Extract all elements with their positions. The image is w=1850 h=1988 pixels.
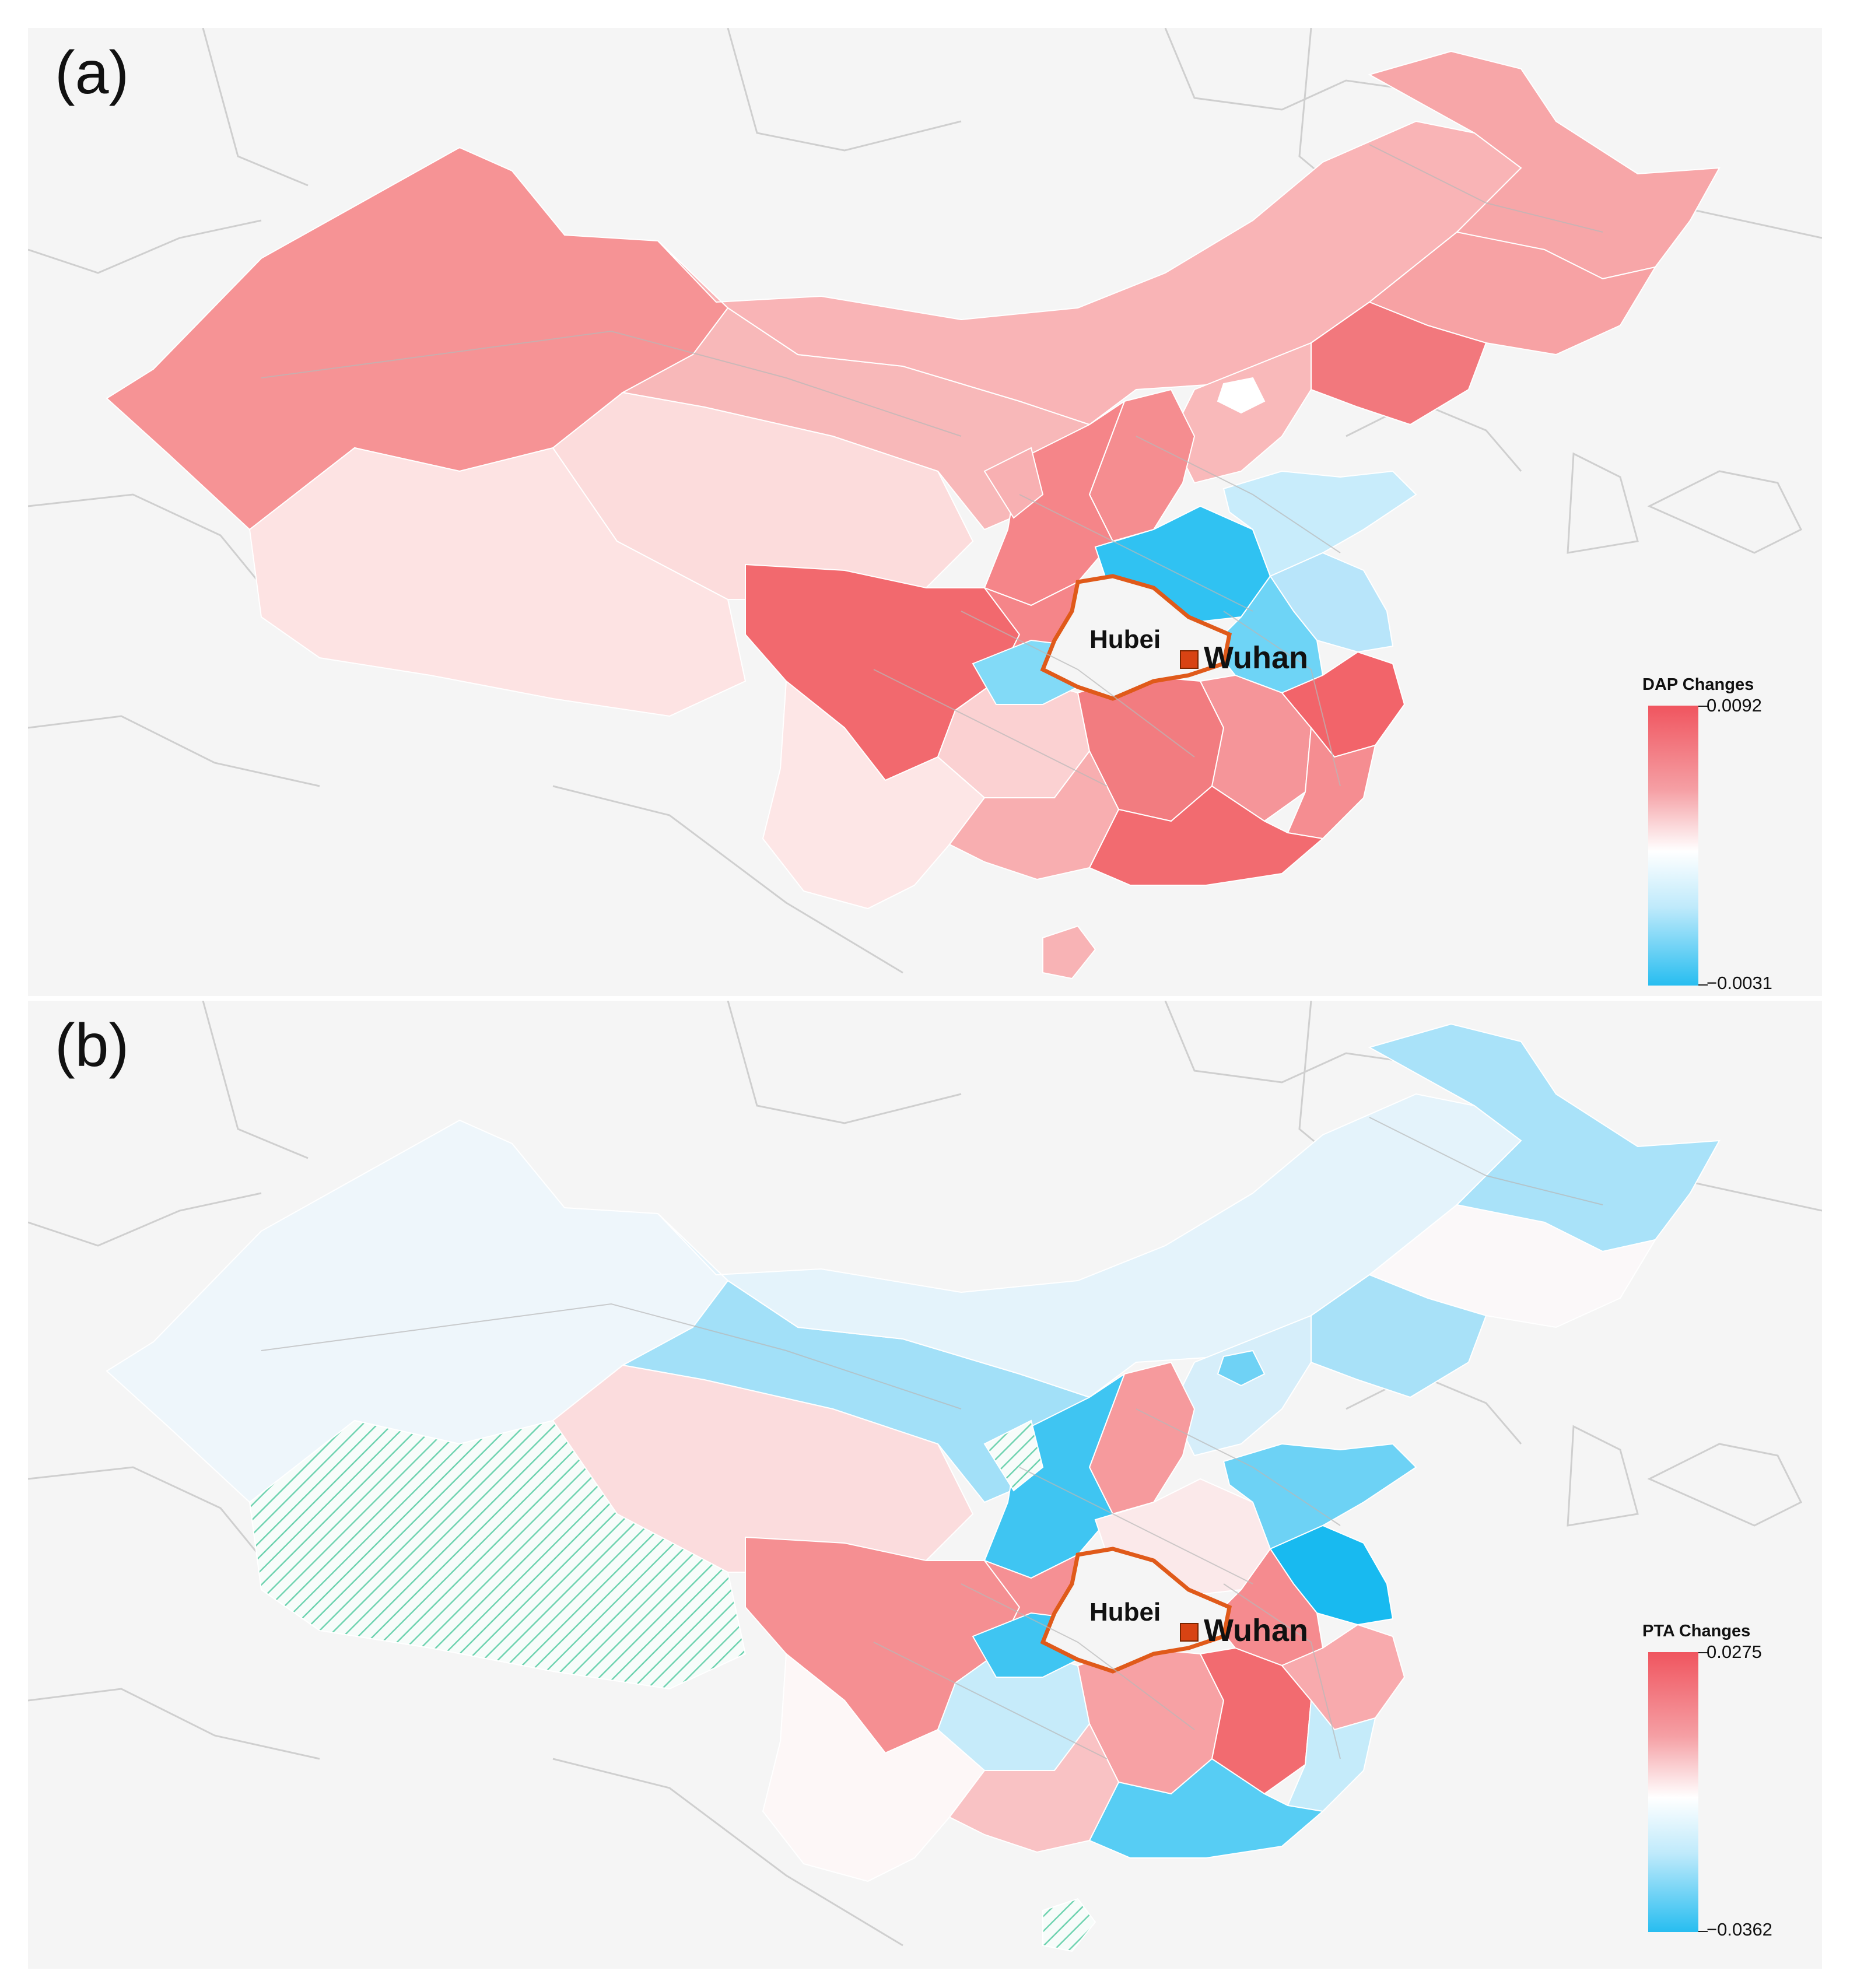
region-guangxi: [948, 750, 1120, 881]
region-liaoning: [1311, 301, 1487, 426]
legend-tick-min: [1698, 984, 1708, 986]
legend-color-bar: [1648, 1652, 1698, 1932]
region-guangxi: [948, 1723, 1120, 1853]
legend-max-label: 0.0092: [1707, 695, 1762, 716]
hubei-label: Hubei: [1089, 1598, 1161, 1626]
panel-label: (b): [55, 1012, 129, 1079]
region-ningxia: [983, 1419, 1044, 1492]
color-legend: PTA Changes 0.0275 −0.0362: [1642, 1622, 1817, 1948]
wuhan-label: Wuhan: [1204, 640, 1308, 675]
region-fujian: [1287, 726, 1376, 840]
legend-tick-min: [1698, 1931, 1708, 1932]
region-yunnan: [762, 1653, 986, 1882]
color-legend: DAP Changes 0.0092 −0.0031: [1642, 675, 1817, 996]
map-panel-b: Hubei Wuhan (b) PTA Changes 0.0275 −0.03…: [28, 1001, 1822, 1969]
region-tibet: [248, 447, 747, 717]
road-network: [261, 1117, 1603, 1759]
map-a: Hubei Wuhan: [28, 28, 1822, 980]
region-beijing: [1217, 1349, 1266, 1387]
legend-min-label: −0.0031: [1707, 973, 1772, 993]
legend-tick-max: [1698, 706, 1708, 707]
region-beijing: [1217, 377, 1266, 414]
region-shandong: [1222, 1443, 1417, 1550]
region-fujian: [1287, 1699, 1376, 1812]
legend-min-label: −0.0362: [1707, 1919, 1772, 1940]
region-shandong: [1222, 470, 1417, 577]
wuhan-marker: [1180, 1623, 1199, 1642]
region-guangdong: [1088, 785, 1325, 886]
wuhan-marker: [1180, 650, 1199, 669]
wuhan-label: Wuhan: [1204, 1613, 1308, 1648]
region-ningxia: [983, 447, 1044, 519]
legend-max-label: 0.0275: [1707, 1642, 1762, 1662]
region-tibet: [248, 1419, 747, 1690]
legend-tick-max: [1698, 1652, 1708, 1653]
region-liaoning: [1311, 1274, 1487, 1398]
legend-title: DAP Changes: [1642, 675, 1754, 694]
panel-label: (a): [55, 39, 129, 107]
map-panel-a: Hubei Wuhan (a) DAP Changes 0.0092 −0.00…: [28, 28, 1822, 996]
legend-title: PTA Changes: [1642, 1622, 1751, 1640]
map-b: Hubei Wuhan: [28, 1001, 1822, 1952]
legend-color-bar: [1648, 706, 1698, 986]
hubei-label: Hubei: [1089, 625, 1161, 654]
road-network: [261, 144, 1603, 787]
region-guangdong: [1088, 1758, 1325, 1859]
region-hainan: [1042, 1898, 1096, 1952]
region-hainan: [1042, 925, 1096, 980]
region-yunnan: [762, 680, 986, 910]
